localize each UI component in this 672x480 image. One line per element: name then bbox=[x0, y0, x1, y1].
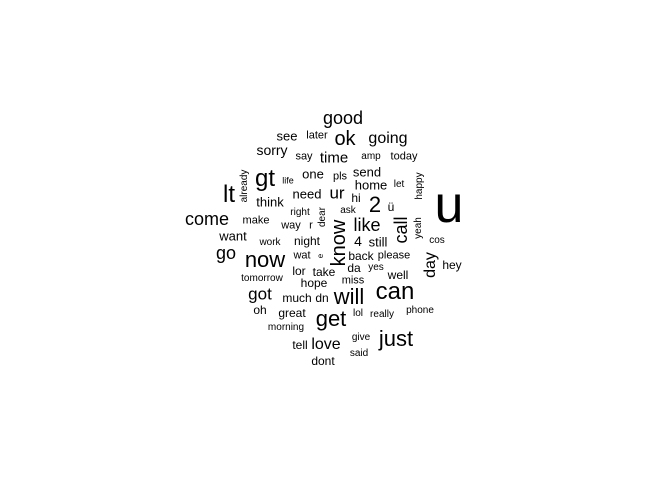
word-dear-56: dear bbox=[317, 206, 328, 228]
word-dn-69: dn bbox=[315, 291, 329, 305]
word-way-53: way bbox=[281, 219, 301, 232]
word-say-42: say bbox=[295, 150, 313, 163]
word-day-20: day bbox=[422, 252, 439, 278]
word-know-8: know bbox=[328, 219, 350, 267]
word-already-58: already bbox=[239, 169, 250, 203]
word-great-36: great bbox=[278, 306, 306, 320]
word-give-74: give bbox=[351, 332, 371, 343]
word-oh-40: oh bbox=[253, 303, 267, 317]
word-e-77: e bbox=[316, 253, 325, 259]
word-now-4: now bbox=[244, 247, 286, 272]
word-time-21: time bbox=[319, 149, 349, 167]
word-want-24: want bbox=[219, 228, 247, 244]
word-just-7: just bbox=[378, 326, 414, 351]
word-take-46: take bbox=[312, 265, 336, 279]
word--33: ü bbox=[387, 200, 395, 214]
word-wat-52: wat bbox=[293, 249, 311, 262]
word-morning-73: morning bbox=[267, 322, 305, 333]
word-good-11: good bbox=[322, 108, 364, 128]
word-4-22: 4 bbox=[354, 233, 362, 249]
word-lt-1: lt bbox=[223, 181, 235, 208]
word-cos-67: cos bbox=[429, 235, 445, 246]
word-today-51: today bbox=[390, 150, 418, 163]
word-happy-55: happy bbox=[414, 172, 425, 200]
word-later-41: later bbox=[306, 129, 328, 142]
word-phone-70: phone bbox=[406, 305, 434, 316]
word-hey-44: hey bbox=[442, 258, 462, 272]
word-get-6: get bbox=[315, 306, 347, 331]
word-right-65: right bbox=[290, 207, 310, 218]
word-yeah-57: yeah bbox=[413, 217, 424, 239]
word-got-18: got bbox=[248, 284, 272, 304]
word-work-66: work bbox=[259, 237, 281, 248]
word-ur-17: ur bbox=[329, 183, 345, 203]
word-call-16: call bbox=[391, 216, 411, 244]
word-one-28: one bbox=[302, 166, 324, 182]
word-go-14: go bbox=[215, 243, 237, 263]
word-sorry-23: sorry bbox=[256, 142, 288, 158]
word-well-50: well bbox=[387, 268, 409, 282]
word-make-64: make bbox=[242, 214, 270, 227]
word-come-13: come bbox=[184, 209, 230, 229]
word-back-48: back bbox=[348, 249, 374, 263]
word-much-39: much bbox=[282, 291, 312, 305]
word-home-27: home bbox=[354, 177, 388, 193]
word-still-25: still bbox=[368, 234, 388, 250]
word-miss-62: miss bbox=[341, 274, 365, 287]
word-dont-38: dont bbox=[311, 354, 335, 368]
word-like-15: like bbox=[353, 215, 381, 235]
word-life-76: life bbox=[282, 175, 294, 186]
word-really-72: really bbox=[370, 309, 394, 320]
word-think-31: think bbox=[256, 194, 284, 210]
word-lol-71: lol bbox=[352, 308, 364, 319]
word-gt-2: gt bbox=[254, 165, 276, 192]
word-night-34: night bbox=[293, 234, 321, 248]
word-hope-35: hope bbox=[300, 276, 328, 290]
word-said-75: said bbox=[349, 348, 369, 359]
word-see-29: see bbox=[276, 128, 298, 144]
word-going-12: going bbox=[368, 130, 408, 147]
word-lor-45: lor bbox=[292, 264, 306, 278]
word-need-26: need bbox=[292, 186, 322, 202]
word-will-5: will bbox=[333, 284, 365, 309]
word-ok-9: ok bbox=[334, 128, 356, 150]
word-da-47: da bbox=[347, 261, 361, 275]
word-ask-61: ask bbox=[340, 205, 356, 216]
word-send-30: send bbox=[352, 164, 382, 180]
word-please-49: please bbox=[377, 249, 411, 262]
word-amp-59: amp bbox=[361, 151, 381, 162]
word-let-60: let bbox=[393, 179, 405, 190]
word-love-19: love bbox=[311, 336, 341, 353]
word-pls-43: pls bbox=[332, 170, 348, 183]
word-r-54: r bbox=[309, 219, 313, 232]
word-yes-63: yes bbox=[368, 262, 384, 273]
word-u-0: u bbox=[434, 176, 464, 234]
word-hi-32: hi bbox=[351, 191, 361, 205]
word-tomorrow-68: tomorrow bbox=[241, 273, 283, 284]
word-2-10: 2 bbox=[368, 192, 382, 217]
word-can-3: can bbox=[375, 278, 415, 305]
word-tell-37: tell bbox=[292, 338, 308, 352]
